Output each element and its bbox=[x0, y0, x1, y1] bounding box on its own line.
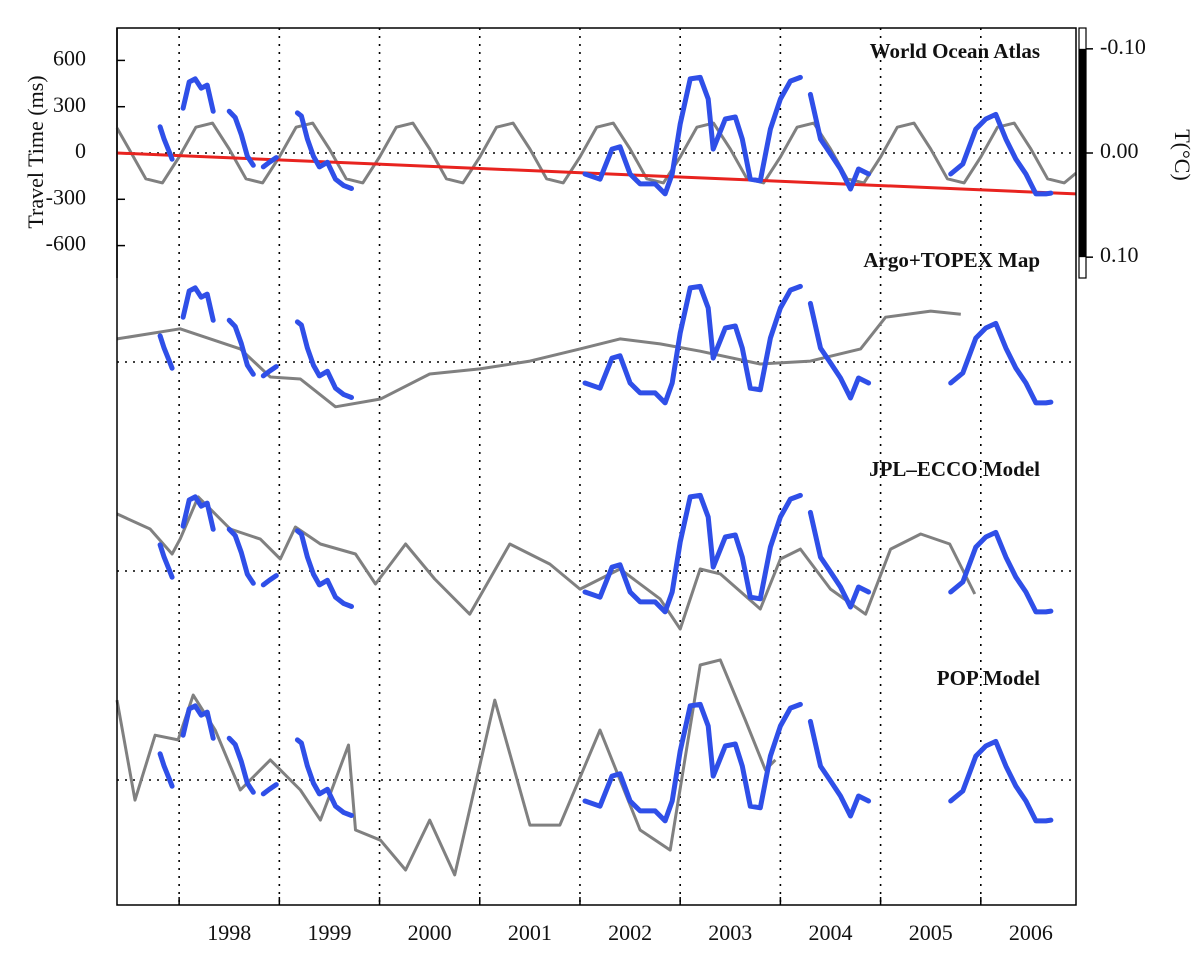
x-tick-label: 2004 bbox=[808, 920, 852, 945]
y2-axis-label: T(°C) bbox=[1170, 129, 1195, 181]
model-line bbox=[115, 121, 1077, 185]
panel-title: Argo+TOPEX Map bbox=[863, 248, 1040, 272]
y2-range-bar bbox=[1079, 48, 1086, 258]
model-line bbox=[116, 495, 977, 631]
y2-tick-label: 0.00 bbox=[1100, 138, 1139, 163]
observed-line bbox=[157, 74, 1054, 197]
x-tick-label: 2003 bbox=[708, 920, 752, 945]
x-tick-label: 2005 bbox=[909, 920, 953, 945]
y-tick-label: -600 bbox=[46, 231, 86, 256]
panel-title: POP Model bbox=[937, 666, 1040, 690]
y-tick-label: 600 bbox=[53, 45, 86, 70]
plot-frame bbox=[116, 27, 1077, 906]
x-tick-label: 1998 bbox=[207, 920, 251, 945]
y-tick-label: -300 bbox=[46, 184, 86, 209]
model-line bbox=[116, 309, 961, 409]
x-tick-label: 2000 bbox=[408, 920, 452, 945]
x-tick-label: 2006 bbox=[1009, 920, 1053, 945]
panel-title: World Ocean Atlas bbox=[870, 39, 1040, 63]
x-tick-label: 1999 bbox=[307, 920, 351, 945]
x-tick-label: 2002 bbox=[608, 920, 652, 945]
y2-tick-label: 0.10 bbox=[1100, 242, 1139, 267]
x-tick-label: 2001 bbox=[508, 920, 552, 945]
observed-line bbox=[157, 492, 1054, 615]
observed-line bbox=[157, 283, 1054, 406]
y2-tick-label: -0.10 bbox=[1100, 34, 1146, 59]
y-tick-label: 0 bbox=[75, 138, 86, 163]
panel-title: JPL–ECCO Model bbox=[869, 457, 1040, 481]
observed-line bbox=[157, 701, 1054, 824]
y-tick-label: 300 bbox=[53, 92, 86, 117]
y-axis-label: Travel Time (ms) bbox=[23, 75, 48, 228]
model-line bbox=[115, 658, 777, 877]
